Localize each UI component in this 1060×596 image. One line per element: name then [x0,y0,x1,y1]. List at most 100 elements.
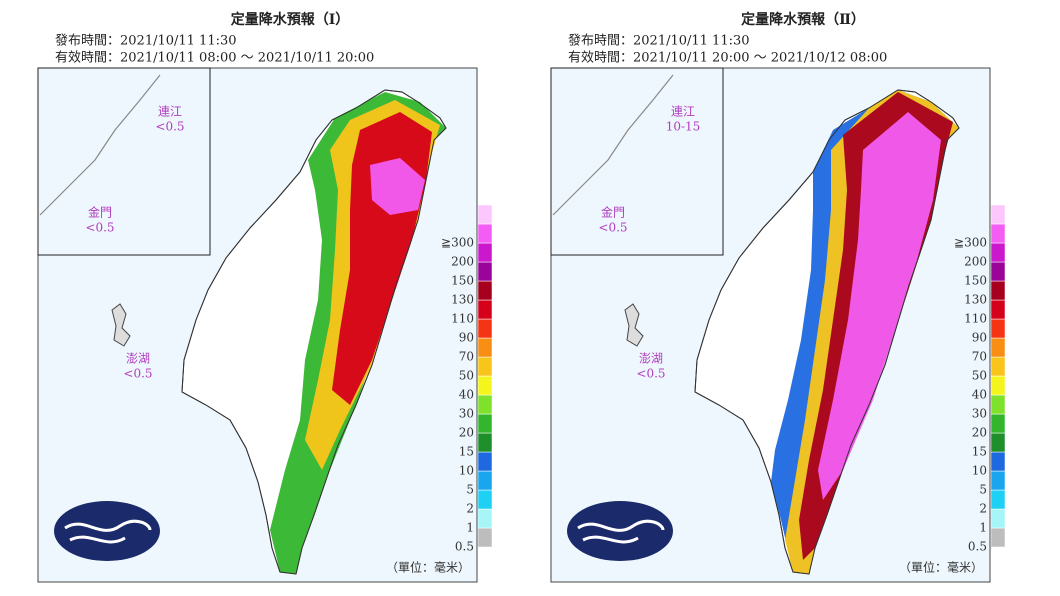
legend-label: 200 [964,255,987,269]
legend-swatch [477,470,493,491]
unit-label: （單位：毫米） [386,560,470,575]
island-name: 連江 [671,105,695,119]
legend-label: ≧300 [954,236,987,250]
logo-swirl [64,519,152,544]
inset-box [550,67,724,256]
legend-swatch [477,489,493,510]
legend-label: 50 [972,369,987,383]
legend-label: 130 [964,293,987,307]
legend-swatch [477,432,493,453]
rain-area [818,112,941,500]
legend-label: 10 [972,464,987,478]
legend-swatch [990,375,1006,396]
legend-swatch [477,280,493,301]
map-panel: 定量降水預報（Ⅱ） 發布時間：2021/10/11 11:30 有效時間：2021/… [550,11,1006,583]
island-name: 金門 [88,205,112,220]
legend-swatch [990,394,1006,415]
legend-swatch [990,242,1006,263]
map-title: 定量降水預報（Ⅱ） [741,11,865,28]
map-title: 定量降水預報（Ⅰ） [231,11,350,28]
legend-swatch [990,451,1006,472]
rain-area [370,158,425,215]
legend-swatch [477,261,493,282]
legend-swatch [990,280,1006,301]
legend-label: 40 [972,388,987,402]
island-value: <0.5 [598,221,627,235]
legend-label: 110 [451,312,474,326]
island-value: 10-15 [666,120,701,134]
island-value: <0.5 [123,367,152,381]
island-name: 連江 [158,105,182,119]
legend-label: 130 [451,293,474,307]
coast [39,74,161,216]
legend-swatch [990,337,1006,358]
legend-label: 110 [964,312,987,326]
legend-label: 1 [466,521,474,535]
legend-label: 5 [979,483,987,497]
legend-swatch [477,356,493,377]
legend-swatch [477,223,493,244]
legend-swatch [990,489,1006,510]
legend-label: 50 [459,369,474,383]
legend-label: 200 [451,255,474,269]
legend-swatch [990,299,1006,320]
issued-time: 發布時間：2021/10/11 11:30 [55,34,237,49]
legend-swatch [477,337,493,358]
legend-label: 150 [964,274,987,288]
island-value: <0.5 [155,120,184,134]
legend-label: 15 [459,445,474,459]
legend-swatch [990,261,1006,282]
legend-label: 40 [459,388,474,402]
unit-label: （單位：毫米） [899,560,983,575]
legend-label: 2 [979,502,987,516]
legend-swatch [990,508,1006,529]
legend-swatch [990,527,1006,548]
legend-label: 90 [972,331,987,345]
legend-label: 150 [451,274,474,288]
legend-label: 1 [979,521,987,535]
valid-time: 有效時間：2021/10/11 20:00 ～ 2021/10/12 08:00 [568,51,887,66]
legend-label: 90 [459,331,474,345]
legend-swatch [477,508,493,529]
logo-swirl [577,519,665,544]
legend-label: 30 [459,407,474,421]
legend-swatch [477,242,493,263]
legend-swatch [477,413,493,434]
legend-swatch [477,375,493,396]
penghu [624,303,644,347]
legend-swatch [477,299,493,320]
island-value: <0.5 [85,221,114,235]
legend-swatch [990,356,1006,377]
penghu [111,303,131,347]
legend-swatch [990,470,1006,491]
coast [552,74,674,216]
legend-swatch [477,318,493,339]
legend-swatch [477,527,493,548]
legend-swatch [990,204,1006,225]
legend-label: 70 [972,350,987,364]
island-name: 澎湖 [639,351,663,366]
legend-label: 10 [459,464,474,478]
legend-label: 2 [466,502,474,516]
legend-swatch [477,451,493,472]
legend-label: 20 [459,426,474,440]
inset-box [37,67,211,256]
valid-time: 有效時間：2021/10/11 08:00 ～ 2021/10/11 20:00 [55,51,374,66]
legend-swatch [990,318,1006,339]
legend-label: 5 [466,483,474,497]
legend-label: 15 [972,445,987,459]
legend-swatch [990,223,1006,244]
legend-label: 70 [459,350,474,364]
map-panel: 定量降水預報（Ⅰ） 發布時間：2021/10/11 11:30 有效時間：2021/… [37,11,493,583]
legend-label: 0.5 [455,540,474,554]
island-value: <0.5 [636,367,665,381]
legend-label: ≧300 [441,236,474,250]
island-name: 金門 [601,205,625,220]
legend-label: 30 [972,407,987,421]
legend-swatch [990,413,1006,434]
legend-swatch [477,394,493,415]
island-name: 澎湖 [126,351,150,366]
legend-swatch [990,432,1006,453]
issued-time: 發布時間：2021/10/11 11:30 [568,34,750,49]
